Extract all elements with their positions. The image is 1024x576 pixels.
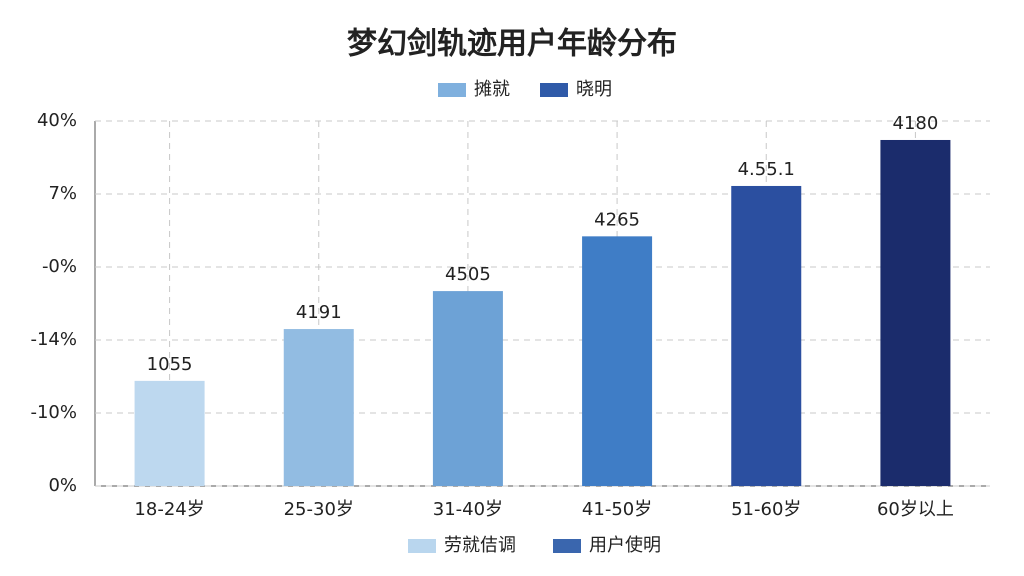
x-tick-label: 25-30岁 (284, 499, 354, 520)
legend-swatch (408, 539, 436, 553)
x-tick-label: 60岁以上 (877, 499, 954, 520)
legend-label: 摊就 (474, 79, 510, 100)
bar (134, 380, 205, 486)
x-tick-label: 41-50岁 (582, 499, 652, 520)
legend-swatch (553, 539, 581, 553)
x-tick-label: 51-60岁 (731, 499, 801, 520)
data-label: 4191 (296, 302, 342, 323)
legend-swatch (438, 83, 466, 97)
chart-title: 梦幻剑轨迹用户年龄分布 (347, 27, 677, 62)
y-tick-label: 40% (37, 110, 77, 131)
data-label: 1055 (147, 354, 193, 375)
legend-label: 劳就佶调 (444, 535, 516, 556)
data-label: 4.55.1 (738, 159, 795, 180)
bar (432, 291, 503, 486)
data-label: 4505 (445, 264, 491, 285)
x-tick-label: 31-40岁 (433, 499, 503, 520)
y-tick-label: 7% (48, 183, 77, 204)
bar (731, 185, 802, 486)
legend-label: 用户使明 (589, 535, 661, 556)
x-tick-label: 18-24岁 (134, 499, 204, 520)
y-tick-label: -14% (30, 329, 77, 350)
bar (582, 236, 653, 486)
y-tick-label: -0% (42, 256, 77, 277)
legend-swatch (540, 83, 568, 97)
y-tick-label: -10% (30, 402, 77, 423)
bar (283, 329, 354, 486)
legend-label: 晓明 (576, 79, 612, 100)
data-label: 4265 (594, 209, 640, 230)
bar (880, 139, 951, 487)
y-tick-label: 0% (48, 475, 77, 496)
data-label: 4180 (893, 113, 939, 134)
